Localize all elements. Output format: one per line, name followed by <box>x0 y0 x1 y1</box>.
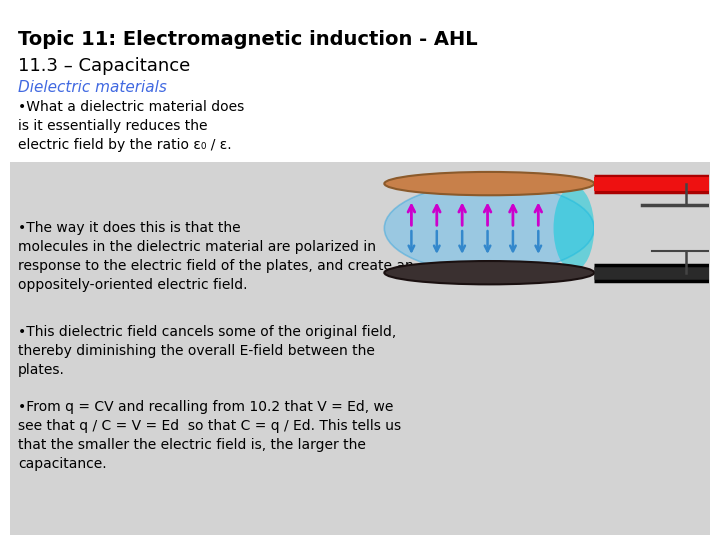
Ellipse shape <box>554 186 594 271</box>
FancyBboxPatch shape <box>10 162 710 535</box>
Text: •From q = CV and recalling from 10.2 that V = Ed, we
see that q / C = V = Ed  so: •From q = CV and recalling from 10.2 tha… <box>18 400 401 471</box>
Text: Topic 11: Electromagnetic induction - AHL: Topic 11: Electromagnetic induction - AH… <box>18 30 477 49</box>
Ellipse shape <box>384 261 594 285</box>
Ellipse shape <box>384 172 594 195</box>
Text: Dielectric materials: Dielectric materials <box>18 80 167 95</box>
Text: •This dielectric field cancels some of the original field,
thereby diminishing t: •This dielectric field cancels some of t… <box>18 325 396 377</box>
Ellipse shape <box>384 184 594 273</box>
Text: •What a dielectric material does
is it essentially reduces the
electric field by: •What a dielectric material does is it e… <box>18 100 244 152</box>
Text: 11.3 – Capacitance: 11.3 – Capacitance <box>18 57 190 75</box>
Text: •The way it does this is that the
molecules in the dielectric material are polar: •The way it does this is that the molecu… <box>18 221 414 292</box>
